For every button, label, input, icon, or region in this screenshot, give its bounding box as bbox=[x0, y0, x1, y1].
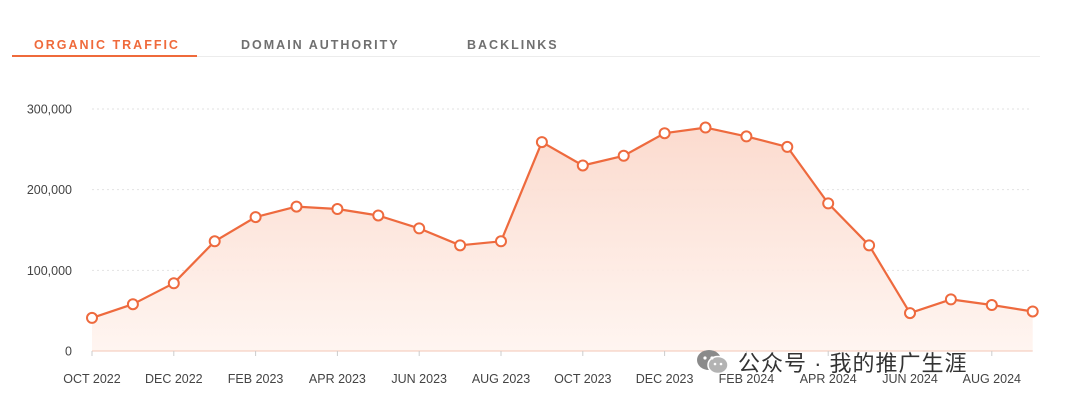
data-point[interactable] bbox=[290, 200, 303, 213]
data-point[interactable] bbox=[86, 311, 98, 324]
x-tick-label: APR 2023 bbox=[309, 372, 366, 386]
y-tick-label: 100,000 bbox=[27, 264, 72, 278]
tab-domain-authority[interactable]: DOMAIN AUTHORITY bbox=[241, 38, 400, 52]
data-point[interactable] bbox=[413, 222, 426, 235]
series-line bbox=[91, 126, 1033, 319]
data-point[interactable] bbox=[863, 239, 876, 252]
data-point[interactable] bbox=[822, 197, 835, 210]
data-point[interactable] bbox=[781, 140, 794, 153]
y-tick-label: 300,000 bbox=[27, 103, 72, 117]
watermark-text: 公众号 · 我的推广生涯 bbox=[738, 351, 968, 376]
data-point[interactable] bbox=[454, 239, 467, 252]
data-point[interactable] bbox=[944, 293, 957, 306]
x-tick-label: DEC 2022 bbox=[145, 372, 203, 386]
data-point[interactable] bbox=[699, 121, 712, 134]
data-point[interactable] bbox=[535, 136, 548, 149]
wechat-icon bbox=[697, 350, 729, 375]
y-tick-label: 0 bbox=[65, 345, 72, 359]
data-point[interactable] bbox=[617, 149, 630, 162]
data-point[interactable] bbox=[740, 130, 753, 143]
data-point[interactable] bbox=[904, 307, 916, 320]
x-tick-label: OCT 2022 bbox=[63, 372, 120, 386]
data-point[interactable] bbox=[985, 299, 998, 312]
x-tick-label: APR 2024 bbox=[800, 372, 857, 386]
y-tick-label: 200,000 bbox=[27, 183, 72, 197]
data-point[interactable] bbox=[249, 211, 262, 224]
data-point[interactable] bbox=[331, 203, 344, 216]
x-tick-label: JUN 2023 bbox=[391, 372, 447, 386]
data-point[interactable] bbox=[576, 159, 589, 172]
chart-area bbox=[92, 127, 1033, 352]
tab-bar: ORGANIC TRAFFIC DOMAIN AUTHORITY BACKLIN… bbox=[12, 28, 1040, 57]
area-fill bbox=[92, 127, 1033, 351]
x-axis-ticks: OCT 2022 DEC 2022 FEB 2023 APR 2023 JUN 2023… bbox=[63, 351, 1021, 386]
data-point[interactable] bbox=[208, 235, 221, 248]
x-tick-label: JUN 2024 bbox=[882, 372, 938, 386]
data-point[interactable] bbox=[126, 298, 139, 311]
data-point[interactable] bbox=[658, 127, 671, 140]
y-axis-ticks: 0 100,000 200,000 300,000 bbox=[27, 103, 72, 359]
x-tick-label: AUG 2023 bbox=[472, 372, 530, 386]
x-tick-label: OCT 2023 bbox=[554, 372, 611, 386]
x-tick-label: FEB 2024 bbox=[719, 372, 775, 386]
watermark: 公众号 · 我的推广生涯 bbox=[696, 342, 968, 382]
active-tab-indicator bbox=[12, 55, 197, 57]
chart-line bbox=[91, 126, 1033, 319]
data-point[interactable] bbox=[1026, 305, 1039, 318]
data-point[interactable] bbox=[372, 209, 385, 222]
data-point[interactable] bbox=[495, 235, 507, 248]
tab-organic-traffic[interactable]: ORGANIC TRAFFIC bbox=[34, 38, 180, 52]
x-tick-label: AUG 2024 bbox=[963, 372, 1021, 386]
chart-points bbox=[86, 121, 1039, 324]
x-tick-label: DEC 2023 bbox=[636, 372, 694, 386]
data-point[interactable] bbox=[167, 277, 180, 290]
tab-backlinks[interactable]: BACKLINKS bbox=[467, 38, 559, 52]
x-tick-label: FEB 2023 bbox=[228, 372, 284, 386]
